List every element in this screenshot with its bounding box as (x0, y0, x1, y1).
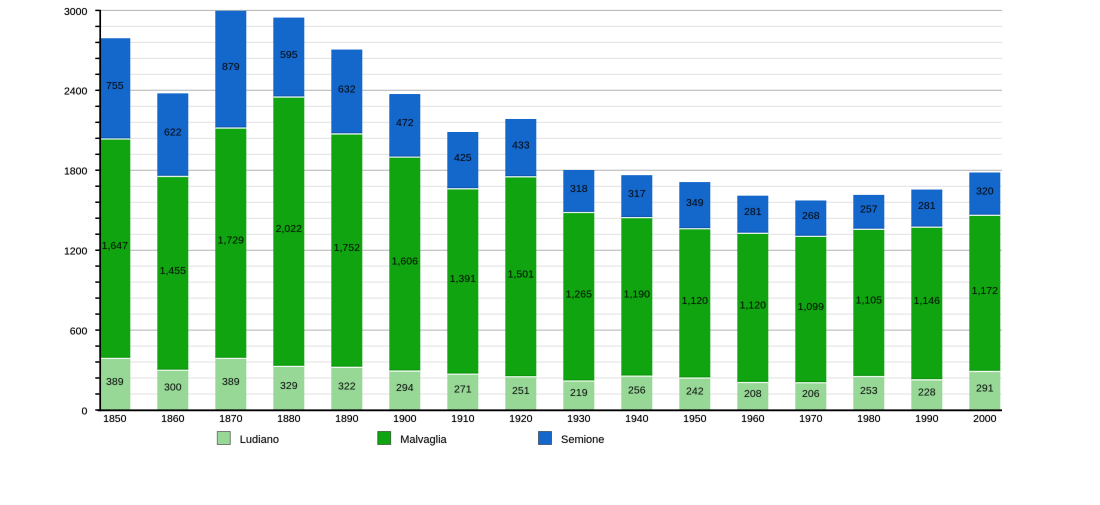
svg-text:281: 281 (744, 206, 762, 218)
svg-text:1,146: 1,146 (914, 295, 940, 307)
svg-text:Malvaglia: Malvaglia (400, 434, 447, 446)
svg-text:318: 318 (570, 183, 588, 195)
svg-text:2000: 2000 (973, 413, 997, 425)
svg-text:1,120: 1,120 (682, 295, 708, 307)
svg-text:294: 294 (396, 382, 414, 394)
svg-text:1940: 1940 (625, 413, 649, 425)
svg-text:1980: 1980 (857, 413, 881, 425)
svg-text:425: 425 (454, 152, 472, 164)
svg-text:281: 281 (918, 200, 936, 212)
svg-text:1890: 1890 (335, 413, 359, 425)
svg-text:329: 329 (280, 380, 298, 392)
svg-text:1900: 1900 (393, 413, 417, 425)
svg-text:1,606: 1,606 (392, 256, 418, 268)
svg-text:253: 253 (860, 385, 878, 397)
svg-text:1970: 1970 (799, 413, 823, 425)
svg-text:317: 317 (628, 188, 646, 200)
svg-text:433: 433 (512, 140, 530, 152)
svg-text:755: 755 (106, 80, 124, 92)
svg-text:1860: 1860 (161, 413, 185, 425)
svg-text:1200: 1200 (64, 246, 88, 258)
svg-text:389: 389 (106, 376, 124, 388)
svg-text:1,190: 1,190 (624, 288, 650, 300)
svg-text:291: 291 (976, 382, 994, 394)
svg-text:2,022: 2,022 (276, 223, 302, 235)
svg-text:1800: 1800 (64, 166, 88, 178)
svg-text:1930: 1930 (567, 413, 591, 425)
svg-text:1,647: 1,647 (102, 240, 128, 252)
svg-text:242: 242 (686, 386, 704, 398)
svg-text:1920: 1920 (509, 413, 533, 425)
svg-text:595: 595 (280, 49, 298, 61)
svg-text:2400: 2400 (64, 86, 88, 98)
svg-text:1,391: 1,391 (450, 273, 476, 285)
svg-text:300: 300 (164, 382, 182, 394)
svg-text:1,455: 1,455 (160, 265, 186, 277)
svg-text:632: 632 (338, 83, 356, 95)
svg-text:268: 268 (802, 210, 820, 222)
svg-text:349: 349 (686, 197, 704, 209)
svg-text:257: 257 (860, 204, 878, 216)
svg-text:271: 271 (454, 384, 472, 396)
svg-text:1,752: 1,752 (334, 242, 360, 254)
svg-text:1,105: 1,105 (856, 294, 882, 306)
svg-text:1,099: 1,099 (798, 301, 824, 313)
svg-text:Ludiano: Ludiano (240, 434, 279, 446)
svg-text:1,501: 1,501 (508, 268, 534, 280)
svg-text:320: 320 (976, 186, 994, 198)
svg-text:256: 256 (628, 385, 646, 397)
svg-text:1950: 1950 (683, 413, 707, 425)
svg-text:1880: 1880 (277, 413, 301, 425)
svg-text:228: 228 (918, 387, 936, 399)
svg-text:1,729: 1,729 (218, 235, 244, 247)
svg-text:208: 208 (744, 388, 762, 400)
svg-text:251: 251 (512, 385, 530, 397)
svg-text:322: 322 (338, 380, 356, 392)
svg-text:1,120: 1,120 (740, 299, 766, 311)
svg-text:0: 0 (81, 405, 87, 417)
svg-text:879: 879 (222, 61, 240, 73)
svg-text:1960: 1960 (741, 413, 765, 425)
svg-text:600: 600 (70, 326, 88, 338)
svg-text:1910: 1910 (451, 413, 475, 425)
svg-text:219: 219 (570, 387, 588, 399)
svg-text:389: 389 (222, 376, 240, 388)
svg-text:1,265: 1,265 (566, 288, 592, 300)
svg-text:1990: 1990 (915, 413, 939, 425)
svg-text:206: 206 (802, 388, 820, 400)
svg-text:1870: 1870 (219, 413, 243, 425)
svg-text:Semione: Semione (561, 434, 604, 446)
svg-text:472: 472 (396, 117, 414, 129)
svg-text:1850: 1850 (103, 413, 127, 425)
svg-text:622: 622 (164, 127, 182, 139)
svg-text:1,172: 1,172 (972, 285, 998, 297)
svg-text:3000: 3000 (64, 6, 88, 18)
